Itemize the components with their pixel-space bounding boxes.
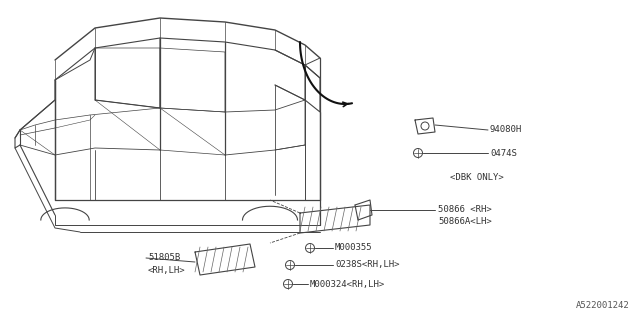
Text: <RH,LH>: <RH,LH> <box>148 266 186 275</box>
Text: 50866 <RH>: 50866 <RH> <box>438 205 492 214</box>
Text: 94080H: 94080H <box>490 125 522 134</box>
Text: M000324<RH,LH>: M000324<RH,LH> <box>310 279 385 289</box>
Text: M000355: M000355 <box>335 244 372 252</box>
Text: 51805B: 51805B <box>148 253 180 262</box>
Text: <DBK ONLY>: <DBK ONLY> <box>450 173 504 182</box>
Text: 0238S<RH,LH>: 0238S<RH,LH> <box>335 260 399 269</box>
Text: 50866A<LH>: 50866A<LH> <box>438 218 492 227</box>
Text: A522001242: A522001242 <box>576 301 630 310</box>
Text: 0474S: 0474S <box>490 148 517 157</box>
